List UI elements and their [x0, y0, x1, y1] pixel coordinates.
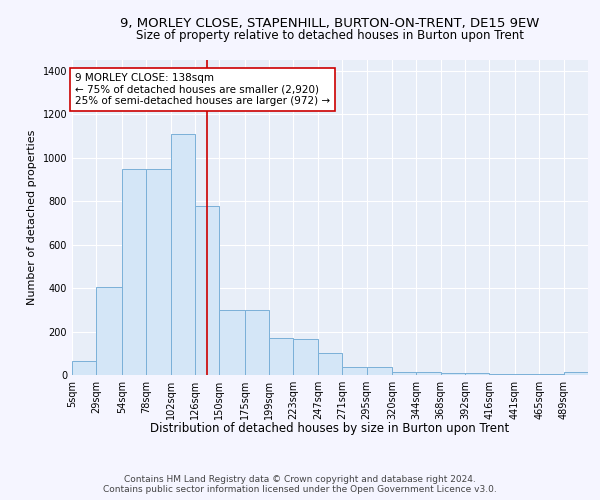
Text: 9 MORLEY CLOSE: 138sqm
← 75% of detached houses are smaller (2,920)
25% of semi-: 9 MORLEY CLOSE: 138sqm ← 75% of detached… — [75, 73, 330, 106]
Bar — [170, 134, 195, 375]
Bar — [392, 372, 416, 375]
Bar — [441, 373, 465, 375]
Bar — [219, 310, 245, 375]
Text: Contains HM Land Registry data © Crown copyright and database right 2024.: Contains HM Land Registry data © Crown c… — [124, 475, 476, 484]
Text: Size of property relative to detached houses in Burton upon Trent: Size of property relative to detached ho… — [136, 29, 524, 42]
Bar — [245, 310, 269, 375]
Bar — [146, 168, 170, 375]
Bar — [122, 168, 146, 375]
Bar — [318, 354, 342, 375]
Bar — [72, 361, 97, 375]
Text: 9, MORLEY CLOSE, STAPENHILL, BURTON-ON-TRENT, DE15 9EW: 9, MORLEY CLOSE, STAPENHILL, BURTON-ON-T… — [121, 18, 539, 30]
Bar — [367, 368, 392, 375]
Bar — [490, 374, 515, 375]
Bar — [465, 373, 490, 375]
Bar — [269, 338, 293, 375]
Bar — [563, 372, 588, 375]
Bar — [97, 287, 122, 375]
Bar — [539, 374, 563, 375]
Bar — [195, 206, 219, 375]
Bar — [416, 372, 441, 375]
Bar — [515, 374, 539, 375]
Bar — [342, 368, 367, 375]
X-axis label: Distribution of detached houses by size in Burton upon Trent: Distribution of detached houses by size … — [151, 422, 509, 435]
Text: Contains public sector information licensed under the Open Government Licence v3: Contains public sector information licen… — [103, 485, 497, 494]
Bar — [293, 339, 318, 375]
Y-axis label: Number of detached properties: Number of detached properties — [27, 130, 37, 305]
